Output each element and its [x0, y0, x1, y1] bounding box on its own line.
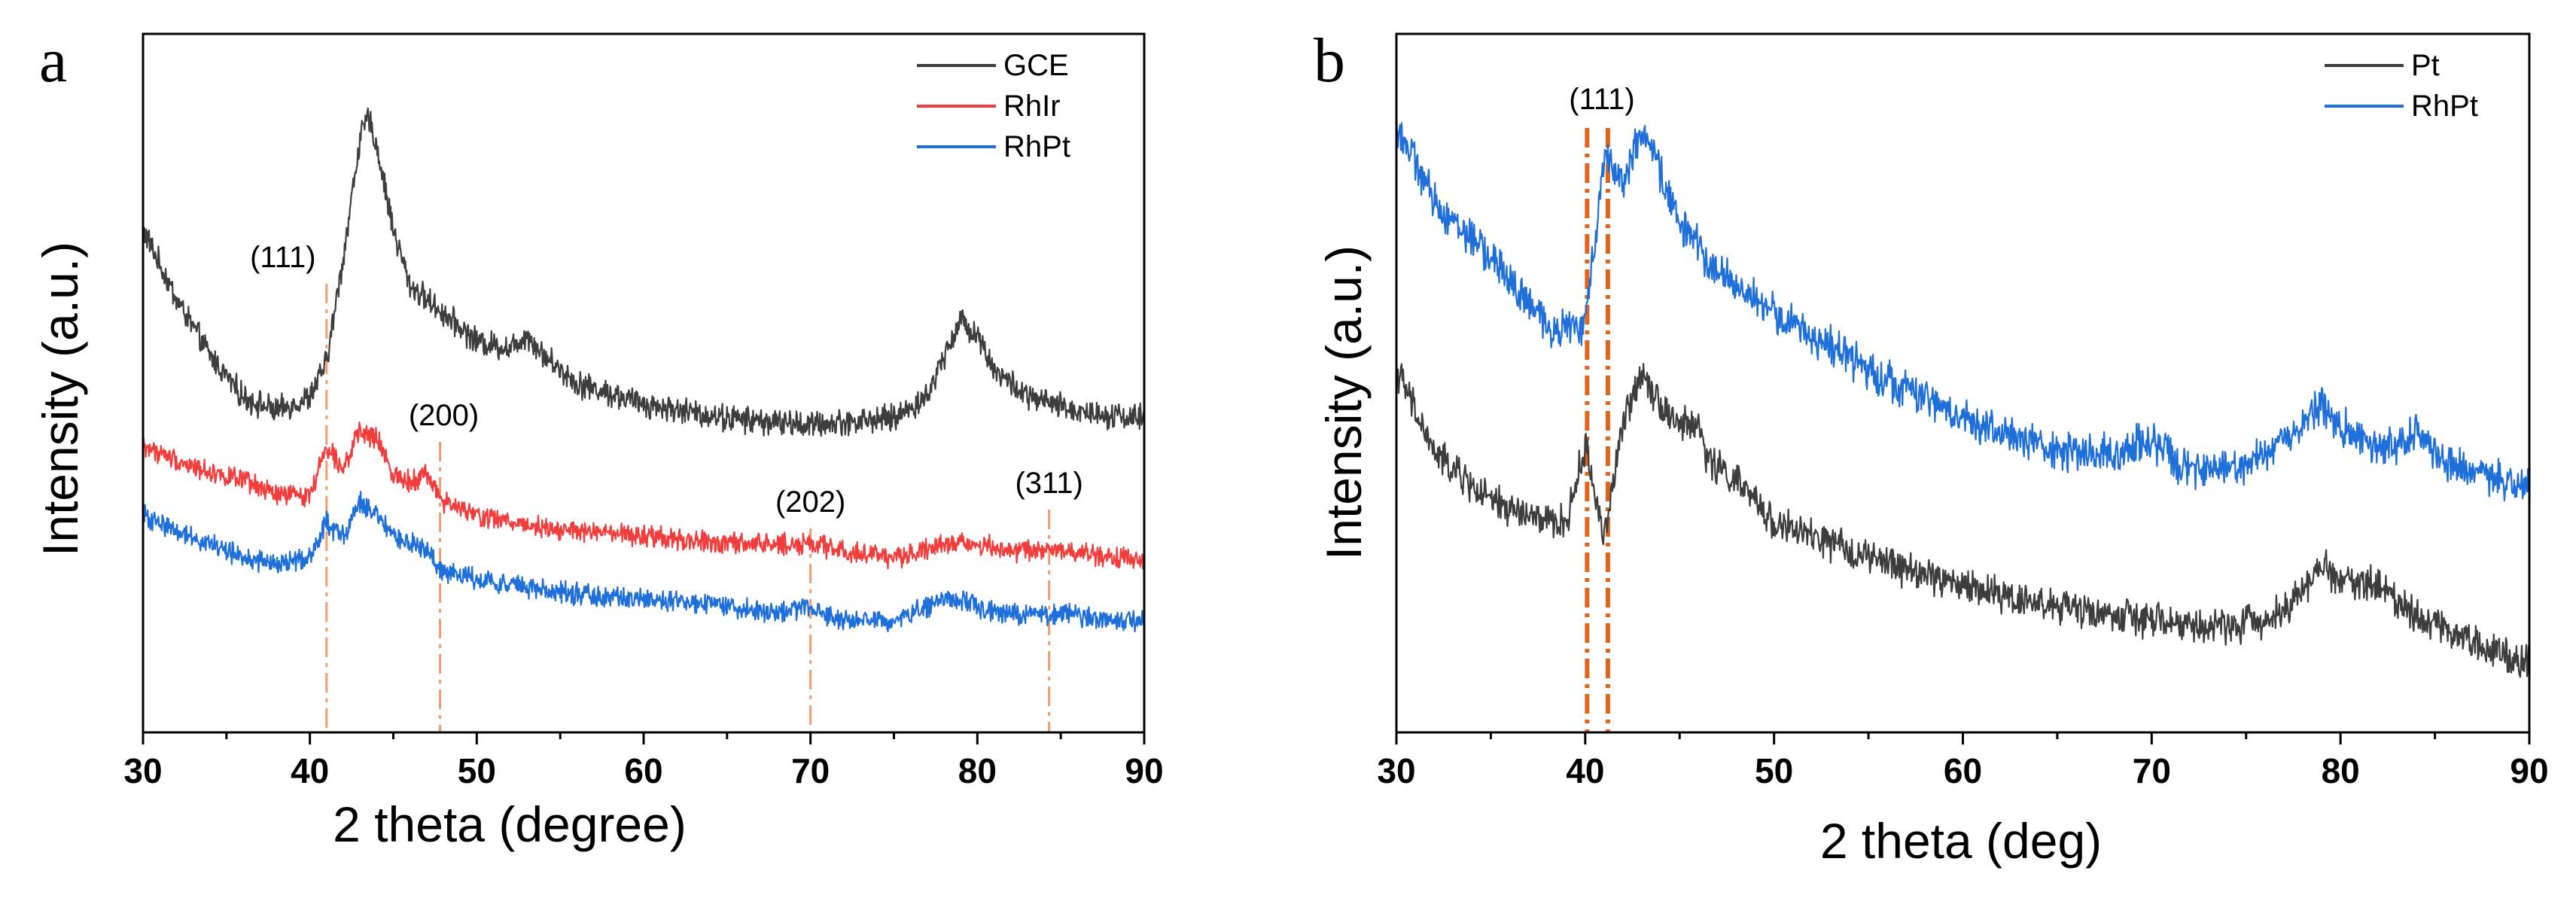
- panel-b-axes-frame: [1395, 32, 2531, 734]
- panel-a-x-tick-label: 80: [958, 751, 997, 790]
- panel-a-series-gce: [142, 107, 1146, 437]
- panel-a-y-axis-title: Intensity (a.u.): [32, 242, 88, 556]
- panel-a-legend-label: GCE: [1003, 49, 1069, 82]
- panel-a-peak-label: (111): [250, 241, 315, 274]
- panel-b-x-tick-label: 50: [1755, 751, 1793, 790]
- panel-a-peak-label: (311): [1015, 467, 1082, 500]
- panel-a-x-tick-label: 30: [123, 751, 162, 790]
- panel-b-peak-group-label: (111): [1569, 83, 1634, 116]
- panel-a-peak-label: (202): [775, 486, 845, 519]
- panel-b-x-tick-label: 90: [2510, 751, 2548, 790]
- panel-b-x-tick-label: 70: [2133, 751, 2171, 790]
- panel-a-x-tick-label: 50: [458, 751, 496, 790]
- panel-a-legend-label: RhIr: [1003, 90, 1061, 123]
- panel-a-x-tick-label: 60: [624, 751, 662, 790]
- panel-b-legend: Pt RhPt: [2325, 49, 2478, 123]
- panel-b-legend-label: RhPt: [2411, 90, 2478, 123]
- panel-a: a Intensity (a.u.) 2 theta (degree) (111…: [32, 26, 1164, 852]
- panel-a-x-tick-label: 70: [791, 751, 830, 790]
- panel-a-axes-frame: [142, 32, 1146, 734]
- panel-a-legend-label: RhPt: [1003, 130, 1070, 163]
- panel-a-letter: a: [39, 26, 67, 96]
- panel-b-x-axis-title: 2 theta (deg): [1820, 813, 2102, 869]
- panel-a-peak-label: (200): [409, 399, 479, 432]
- panel-a-x-tick-label: 40: [291, 751, 329, 790]
- panel-b-series-pt: [1395, 363, 2531, 678]
- panel-b-legend-label: Pt: [2411, 49, 2440, 82]
- panel-a-x-tick-label: 90: [1125, 751, 1163, 790]
- panel-b: b Intensity (a.u.) 2 theta (deg) (111) 30…: [1314, 26, 2549, 869]
- panel-b-y-axis-title: Intensity (a.u.): [1316, 245, 1372, 560]
- panel-a-series-rhpt: [142, 491, 1146, 633]
- panel-a-x-axis-title: 2 theta (degree): [333, 796, 687, 852]
- panel-b-letter: b: [1314, 26, 1345, 96]
- panel-a-series-rhir: [142, 421, 1146, 570]
- panel-b-x-tick-label: 40: [1566, 751, 1604, 790]
- panel-a-plot-area: (111) (200) (202) (311) 30 40 50 60 70 80 90 GCE RhI…: [123, 32, 1164, 790]
- panel-b-plot-area: (111) 30 40 50 60 70 80 90 Pt RhPt: [1377, 32, 2549, 790]
- panel-b-series-rhpt: [1395, 111, 2531, 502]
- panel-b-x-tick-label: 60: [1944, 751, 1982, 790]
- panel-a-legend: GCE RhIr RhPt: [917, 49, 1070, 163]
- panel-b-x-tick-label: 30: [1377, 751, 1415, 790]
- panel-b-x-tick-label: 80: [2322, 751, 2360, 790]
